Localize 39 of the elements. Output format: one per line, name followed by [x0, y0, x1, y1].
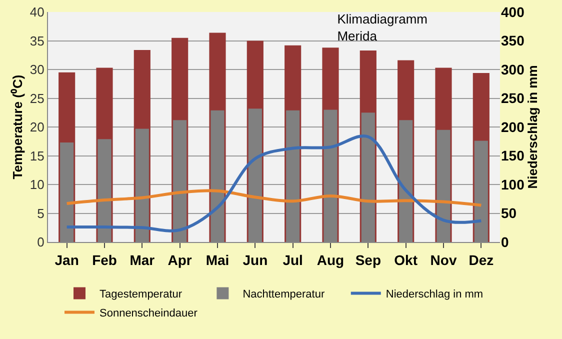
y-tick-label: 10: [30, 177, 44, 192]
y2-tick-label: 150: [501, 148, 525, 164]
line-series: [65, 134, 483, 232]
x-tick-label: Nov: [430, 252, 457, 268]
x-tick-label: Feb: [92, 252, 117, 268]
y2-tick-label: 300: [501, 61, 525, 78]
x-tick-label: Mar: [130, 252, 156, 268]
x-tick-label: Aug: [316, 252, 344, 268]
x-tick-label: Okt: [394, 252, 418, 268]
y-tick-label: 15: [30, 148, 44, 164]
x-tick-label: Dez: [468, 252, 494, 268]
y-tick-label: 40: [30, 4, 44, 20]
y-tick-label: 0: [37, 234, 44, 250]
legend-label: Tagestemperatur: [100, 288, 182, 301]
x-tick-label: Jul: [282, 252, 303, 268]
y-tick-label: 35: [30, 33, 44, 48]
legend-label: Sonnenscheindauer: [100, 308, 198, 320]
y2-tick-label: 350: [501, 32, 525, 49]
y-tick-label: 30: [30, 62, 44, 78]
legend-label: Nachttemperatur: [242, 288, 325, 301]
line-series: [65, 189, 483, 207]
y-tick-label: 25: [30, 90, 44, 106]
x-tick-label: Jun: [242, 252, 268, 268]
y2-tick-label: 100: [501, 176, 525, 192]
y-tick-label: 5: [37, 206, 44, 221]
text: Klimadiagramm Merida: [337, 12, 428, 44]
y-axis-title: Temperature (⁰C): [10, 74, 25, 180]
y2-axis-title: Niederschlag in mm: [525, 65, 540, 189]
x-tick-label: Jan: [54, 252, 79, 268]
y2-tick-label: 250: [501, 90, 525, 106]
y2-tick-label: 50: [501, 205, 517, 222]
y2-tick-label: 0: [501, 234, 509, 250]
x-tick-label: Apr: [168, 252, 192, 268]
x-tick-label: Sep: [355, 252, 382, 268]
y-tick-label: 20: [30, 120, 44, 135]
y2-tick-label: 200: [501, 118, 525, 135]
y2-tick-label: 400: [501, 4, 525, 20]
legend-label: Niederschlag in mm: [386, 288, 484, 301]
x-tick-label: Mai: [206, 252, 230, 268]
